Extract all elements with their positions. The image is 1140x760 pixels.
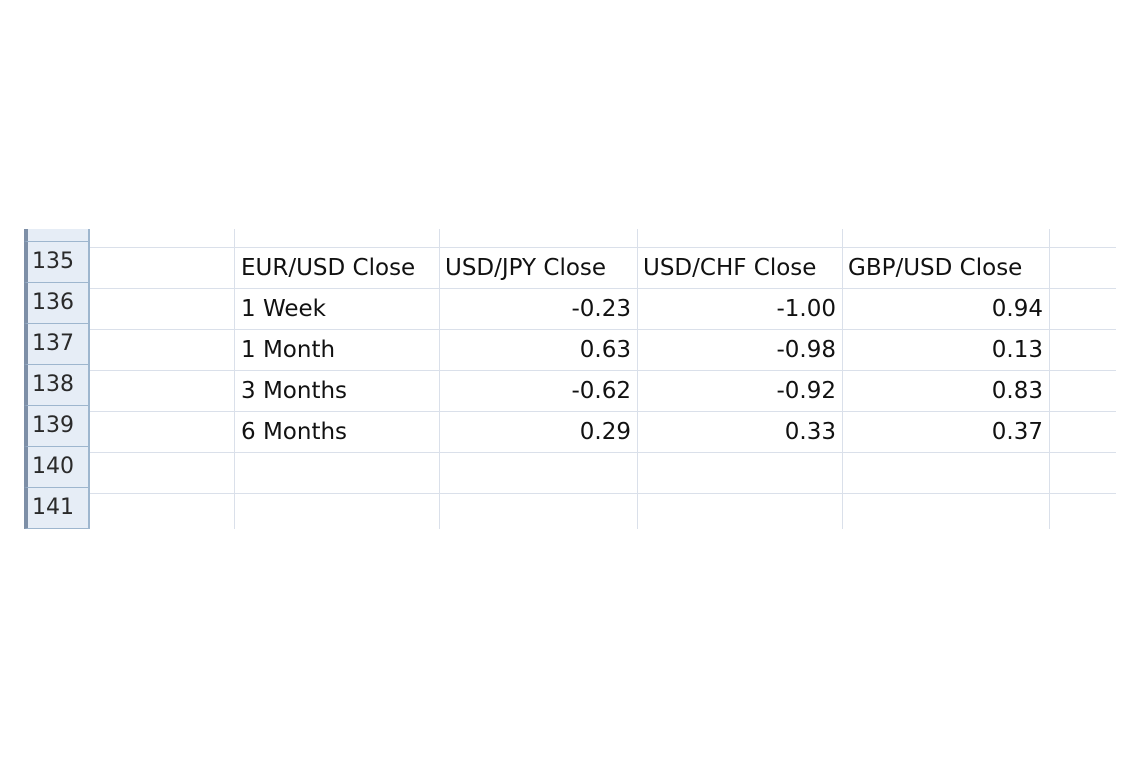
cell[interactable] — [440, 447, 638, 494]
table-row: 140 — [24, 447, 1116, 494]
cell[interactable] — [440, 488, 638, 529]
cell[interactable] — [638, 229, 843, 248]
period-label[interactable]: 1 Week — [235, 283, 440, 330]
value-cell[interactable]: -1.00 — [638, 283, 843, 330]
period-label[interactable]: 3 Months — [235, 365, 440, 412]
cell[interactable] — [1050, 488, 1116, 529]
cell[interactable] — [843, 447, 1050, 494]
cell[interactable] — [1050, 229, 1116, 248]
cell[interactable] — [90, 406, 235, 453]
cell[interactable] — [235, 488, 440, 529]
column-label-usd-jpy[interactable]: USD/JPY Close — [440, 242, 638, 289]
row-header[interactable]: 137 — [24, 324, 90, 365]
cell[interactable] — [90, 324, 235, 371]
column-label-gbp-usd[interactable]: GBP/USD Close — [843, 242, 1050, 289]
cell[interactable] — [843, 488, 1050, 529]
row-header[interactable]: 135 — [24, 242, 90, 283]
table-row: 137 1 Month 0.63 -0.98 0.13 — [24, 324, 1116, 371]
table-row: 134 — [24, 229, 1116, 248]
cell[interactable] — [440, 229, 638, 248]
row-header[interactable]: 138 — [24, 365, 90, 406]
cell[interactable] — [90, 365, 235, 412]
table-row: 138 3 Months -0.62 -0.92 0.83 — [24, 365, 1116, 412]
cell[interactable] — [1050, 242, 1116, 289]
table-row: 135 EUR/USD Close USD/JPY Close USD/CHF … — [24, 242, 1116, 289]
cell[interactable] — [235, 229, 440, 248]
cell[interactable] — [90, 488, 235, 529]
row-header[interactable]: 134 — [24, 229, 90, 242]
row-header[interactable]: 136 — [24, 283, 90, 324]
value-cell[interactable]: 0.13 — [843, 324, 1050, 371]
row-header[interactable]: 139 — [24, 406, 90, 447]
value-cell[interactable]: -0.23 — [440, 283, 638, 330]
row-header[interactable]: 140 — [24, 447, 90, 488]
cell[interactable] — [1050, 447, 1116, 494]
table-row: 136 1 Week -0.23 -1.00 0.94 — [24, 283, 1116, 330]
value-cell[interactable]: 0.94 — [843, 283, 1050, 330]
value-cell[interactable]: 0.63 — [440, 324, 638, 371]
cell[interactable] — [90, 447, 235, 494]
period-label[interactable]: 1 Month — [235, 324, 440, 371]
value-cell[interactable]: -0.92 — [638, 365, 843, 412]
cell[interactable] — [90, 242, 235, 289]
table-row: 141 — [24, 488, 1116, 529]
cell[interactable] — [843, 229, 1050, 248]
cell[interactable] — [1050, 406, 1116, 453]
spreadsheet-grid: 134 135 EUR/USD Close USD/JPY Close USD/… — [24, 229, 1116, 529]
cell[interactable] — [90, 283, 235, 330]
cell[interactable] — [1050, 365, 1116, 412]
value-cell[interactable]: -0.62 — [440, 365, 638, 412]
value-cell[interactable]: 0.37 — [843, 406, 1050, 453]
cell[interactable] — [638, 488, 843, 529]
column-label-usd-chf[interactable]: USD/CHF Close — [638, 242, 843, 289]
cell[interactable] — [90, 229, 235, 248]
cell[interactable] — [638, 447, 843, 494]
row-header[interactable]: 141 — [24, 488, 90, 529]
cell[interactable] — [1050, 283, 1116, 330]
value-cell[interactable]: -0.98 — [638, 324, 843, 371]
value-cell[interactable]: 0.29 — [440, 406, 638, 453]
cell[interactable] — [1050, 324, 1116, 371]
value-cell[interactable]: 0.83 — [843, 365, 1050, 412]
value-cell[interactable]: 0.33 — [638, 406, 843, 453]
table-row: 139 6 Months 0.29 0.33 0.37 — [24, 406, 1116, 453]
period-label[interactable]: 6 Months — [235, 406, 440, 453]
cell[interactable] — [235, 447, 440, 494]
column-label-eur-usd[interactable]: EUR/USD Close — [235, 242, 440, 289]
